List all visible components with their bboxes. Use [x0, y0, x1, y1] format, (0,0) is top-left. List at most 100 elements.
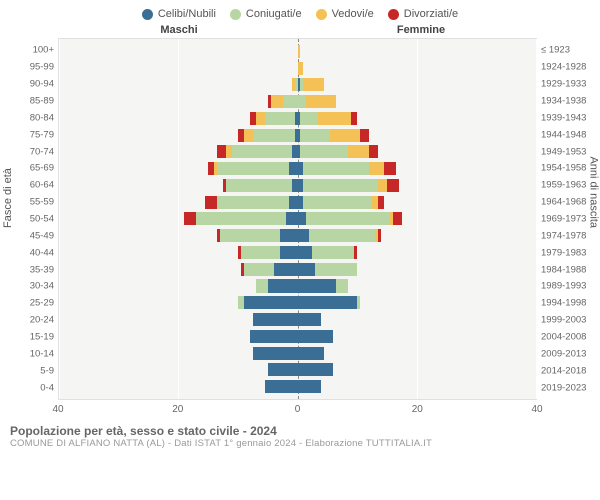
segment-c	[298, 212, 307, 225]
bar-row	[59, 110, 536, 127]
birth-year-tick: 1934-1938	[541, 96, 586, 107]
birth-year-tick: 2009-2013	[541, 348, 586, 359]
segment-w	[348, 145, 369, 158]
segment-w	[303, 78, 324, 91]
age-tick: 40-44	[30, 247, 54, 258]
segment-w	[306, 95, 336, 108]
grid-line	[417, 39, 418, 399]
segment-m	[217, 196, 289, 209]
segment-m	[241, 246, 280, 259]
segment-m	[217, 162, 289, 175]
segment-c	[298, 313, 322, 326]
birth-year-tick: 1969-1973	[541, 214, 586, 225]
legend-item: Vedovi/e	[316, 8, 374, 20]
bar-row	[59, 378, 536, 395]
footer-subtitle: COMUNE DI ALFIANO NATTA (AL) - Dati ISTA…	[10, 438, 590, 449]
age-tick: 5-9	[40, 365, 54, 376]
segment-w	[378, 179, 387, 192]
birth-year-tick: 1924-1928	[541, 62, 586, 73]
segment-w	[271, 95, 283, 108]
segment-m	[283, 95, 298, 108]
legend-item: Coniugati/e	[230, 8, 302, 20]
segment-m	[315, 263, 357, 276]
birth-year-tick: 2004-2008	[541, 332, 586, 343]
birth-year-tick: 1989-1993	[541, 281, 586, 292]
x-tick: 20	[172, 404, 183, 415]
birth-year-tick: 1949-1953	[541, 146, 586, 157]
segment-d	[217, 145, 226, 158]
age-tick: 15-19	[30, 332, 54, 343]
grid-line	[59, 39, 60, 399]
bar-row	[59, 328, 536, 345]
age-tick: 60-64	[30, 180, 54, 191]
segment-w	[298, 62, 304, 75]
x-tick: 0	[295, 404, 301, 415]
bar-row	[59, 278, 536, 295]
age-tick: 90-94	[30, 79, 54, 90]
bar-row	[59, 361, 536, 378]
segment-c	[268, 363, 298, 376]
segment-c	[298, 263, 316, 276]
bar-row	[59, 194, 536, 211]
segment-m	[232, 145, 292, 158]
segment-m	[309, 229, 375, 242]
birth-year-tick: ≤ 1923	[541, 45, 570, 56]
legend-label: Divorziati/e	[404, 8, 458, 20]
segment-m	[253, 129, 295, 142]
segment-m	[357, 296, 360, 309]
birth-year-tick: 1959-1963	[541, 180, 586, 191]
birth-year-tick: 1999-2003	[541, 315, 586, 326]
plot-area	[58, 38, 537, 400]
segment-c	[298, 347, 325, 360]
birth-year-tick: 1954-1958	[541, 163, 586, 174]
birth-year-tick: 1994-1998	[541, 298, 586, 309]
legend-label: Celibi/Nubili	[158, 8, 216, 20]
legend-item: Divorziati/e	[388, 8, 458, 20]
footer-title: Popolazione per età, sesso e stato civil…	[10, 424, 590, 438]
segment-w	[244, 129, 253, 142]
segment-m	[312, 246, 354, 259]
birth-year-tick: 1929-1933	[541, 79, 586, 90]
segment-c	[250, 330, 298, 343]
segment-c	[265, 380, 298, 393]
bar-row	[59, 144, 536, 161]
segment-c	[280, 246, 298, 259]
segment-d	[378, 229, 381, 242]
header-male: Maschi	[58, 24, 300, 36]
segment-d	[360, 129, 369, 142]
age-tick: 30-34	[30, 281, 54, 292]
bar-row	[59, 160, 536, 177]
segment-c	[280, 229, 298, 242]
bar-row	[59, 76, 536, 93]
grid-line	[178, 39, 179, 399]
y-axis-birth-years: 2019-20232014-20182009-20132004-20081999…	[537, 38, 592, 418]
age-tick: 0-4	[40, 382, 54, 393]
segment-m	[300, 112, 318, 125]
segment-c	[268, 279, 298, 292]
bar-row	[59, 43, 536, 60]
segment-m	[300, 129, 330, 142]
segment-d	[378, 196, 384, 209]
segment-m	[244, 263, 274, 276]
segment-d	[184, 212, 196, 225]
segment-c	[253, 313, 298, 326]
segment-d	[393, 212, 402, 225]
bar-row	[59, 261, 536, 278]
segment-w	[369, 162, 384, 175]
x-axis: 402002040	[58, 402, 537, 418]
age-tick: 95-99	[30, 62, 54, 73]
segment-c	[298, 279, 337, 292]
chart-area: Fasce di età Anni di nascita 0-45-910-14…	[8, 38, 592, 418]
segment-c	[298, 296, 358, 309]
segment-w	[298, 45, 301, 58]
segment-d	[354, 246, 357, 259]
bar-row	[59, 311, 536, 328]
chart-footer: Popolazione per età, sesso e stato civil…	[0, 418, 600, 449]
age-tick: 25-29	[30, 298, 54, 309]
segment-c	[244, 296, 298, 309]
legend-swatch	[142, 9, 153, 20]
birth-year-tick: 1984-1988	[541, 264, 586, 275]
age-tick: 85-89	[30, 96, 54, 107]
segment-d	[384, 162, 396, 175]
segment-c	[253, 347, 298, 360]
